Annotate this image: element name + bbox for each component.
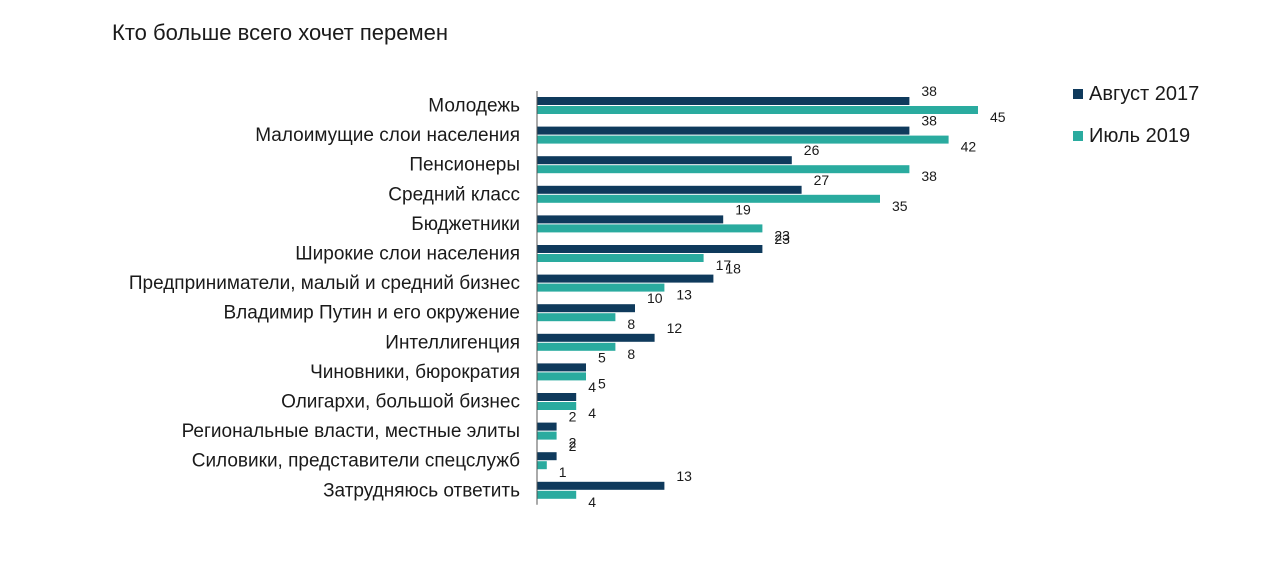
value-label-july-2019: 1 <box>559 464 567 480</box>
value-label-july-2019: 42 <box>961 139 977 155</box>
value-label-july-2019: 4 <box>588 405 596 421</box>
value-label-august-2017: 2 <box>569 409 577 425</box>
bar-august-2017 <box>537 422 557 431</box>
value-label-august-2017: 12 <box>667 320 683 336</box>
legend-swatch-august-2017 <box>1073 89 1083 99</box>
value-label-august-2017: 38 <box>921 83 937 99</box>
bar-july-2019 <box>537 342 616 351</box>
value-label-july-2019: 17 <box>716 257 732 273</box>
bar-july-2019 <box>537 283 665 292</box>
legend-item-august-2017: Август 2017 <box>1073 82 1199 106</box>
bar-july-2019 <box>537 254 704 262</box>
category-label: Пенсионеры <box>409 155 520 176</box>
value-label-august-2017: 26 <box>804 142 820 158</box>
bar-july-2019 <box>537 194 880 203</box>
category-label: Интеллигенция <box>385 332 520 353</box>
bar-august-2017 <box>537 452 557 461</box>
bar-july-2019 <box>537 165 910 174</box>
bar-july-2019 <box>537 135 949 144</box>
bar-august-2017 <box>537 333 655 342</box>
bar-august-2017 <box>537 274 714 283</box>
bar-august-2017 <box>537 215 724 224</box>
value-label-august-2017: 13 <box>676 468 692 484</box>
value-label-july-2019: 13 <box>676 287 692 303</box>
value-label-august-2017: 23 <box>774 231 790 247</box>
category-label: Владимир Путин и его окружение <box>223 303 520 324</box>
bar-july-2019 <box>537 490 577 499</box>
value-label-august-2017: 38 <box>921 113 937 129</box>
value-label-july-2019: 23 <box>774 227 790 243</box>
value-label-august-2017: 19 <box>735 201 751 217</box>
value-label-august-2017: 2 <box>569 438 577 454</box>
value-label-august-2017: 27 <box>814 172 830 188</box>
bar-july-2019 <box>537 431 557 440</box>
bar-august-2017 <box>537 245 763 253</box>
bar-july-2019 <box>537 224 763 233</box>
bar-august-2017 <box>537 126 910 135</box>
bar-july-2019 <box>537 106 978 114</box>
chart-title: Кто больше всего хочет перемен <box>112 20 448 45</box>
category-label: Силовики, представители спецслужб <box>192 451 520 472</box>
value-label-july-2019: 4 <box>588 494 596 510</box>
legend-label-july-2019: Июль 2019 <box>1089 124 1191 147</box>
bar-july-2019 <box>537 313 616 322</box>
category-label: Предприниматели, малый и средний бизнес <box>129 273 520 294</box>
category-label: Олигархи, большой бизнес <box>281 392 520 413</box>
bar-august-2017 <box>537 304 635 313</box>
bar-july-2019 <box>537 372 586 381</box>
category-label: Бюджетники <box>411 214 520 235</box>
legend: Август 2017 Июль 2019 <box>1073 82 1199 166</box>
bar-august-2017 <box>537 393 577 401</box>
legend-label-august-2017: Август 2017 <box>1089 82 1200 105</box>
category-label: Молодежь <box>428 96 520 117</box>
category-label: Широкие слои населения <box>295 244 520 265</box>
bar-july-2019 <box>537 461 547 470</box>
value-label-august-2017: 18 <box>725 261 741 277</box>
value-label-july-2019: 45 <box>990 109 1006 125</box>
bar-august-2017 <box>537 363 586 372</box>
bar-july-2019 <box>537 402 577 410</box>
category-label: Малоимущие слои населения <box>255 125 520 146</box>
category-label: Региональные власти, местные элиты <box>182 421 520 442</box>
value-label-august-2017: 4 <box>588 379 596 395</box>
value-label-august-2017: 10 <box>647 290 663 306</box>
value-label-july-2019: 8 <box>627 346 635 362</box>
value-label-july-2019: 38 <box>921 168 937 184</box>
category-label: Средний класс <box>388 184 520 205</box>
value-label-july-2019: 2 <box>569 435 577 451</box>
bar-august-2017 <box>537 481 665 490</box>
value-label-july-2019: 8 <box>627 316 635 332</box>
bar-august-2017 <box>537 185 802 194</box>
bar-august-2017 <box>537 156 792 165</box>
bar-august-2017 <box>537 97 910 105</box>
value-label-august-2017: 5 <box>598 349 606 365</box>
category-label: Чиновники, бюрократия <box>310 362 520 383</box>
value-label-july-2019: 35 <box>892 198 908 214</box>
legend-swatch-july-2019 <box>1073 131 1083 141</box>
legend-item-july-2019: Июль 2019 <box>1073 124 1199 148</box>
category-label: Затрудняюсь ответить <box>323 480 520 501</box>
value-label-july-2019: 5 <box>598 375 606 391</box>
